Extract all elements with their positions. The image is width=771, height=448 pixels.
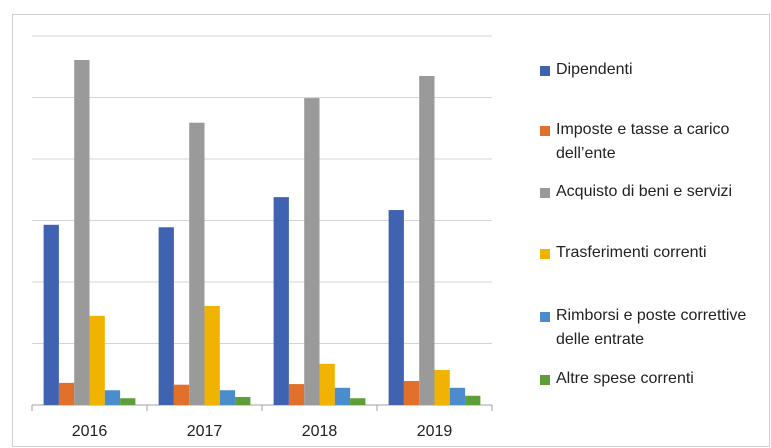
chart-border — [12, 14, 770, 447]
bar — [204, 305, 220, 405]
bar — [319, 363, 335, 405]
bar — [273, 197, 289, 405]
legend-swatch — [540, 312, 550, 322]
bar — [74, 59, 90, 406]
legend-label: Rimborsi e poste correttive delle entrat… — [556, 307, 747, 348]
legend-swatch — [540, 126, 550, 136]
x-tick-label: 2016 — [72, 423, 108, 440]
bar — [219, 390, 236, 405]
bar — [449, 387, 466, 405]
x-tick-label: 2017 — [187, 423, 223, 440]
legend-swatch — [540, 375, 550, 385]
bar — [158, 227, 174, 405]
bar — [173, 384, 190, 405]
bar — [104, 390, 121, 405]
x-tick-label: 2018 — [302, 423, 338, 440]
legend-swatch — [540, 188, 550, 198]
x-tick-label: 2019 — [417, 423, 453, 440]
legend-label: Dipendenti — [556, 61, 633, 78]
bar — [235, 397, 251, 405]
bar — [120, 398, 136, 405]
bar — [304, 98, 320, 406]
legend-swatch — [540, 249, 550, 259]
bar — [465, 395, 481, 405]
bar — [189, 122, 205, 405]
bar — [403, 381, 420, 405]
legend-label: Imposte e tasse a carico dell’ente — [556, 121, 730, 162]
legend-label: Trasferimenti correnti — [556, 244, 707, 261]
legend-swatch — [540, 66, 550, 76]
legend-label: Acquisto di beni e servizi — [556, 183, 733, 200]
bar — [434, 369, 450, 405]
legend-label: Altre spese correnti — [556, 370, 694, 387]
bar — [388, 210, 404, 405]
bar — [58, 382, 75, 405]
bar — [419, 75, 435, 405]
bar — [43, 224, 59, 405]
bar — [89, 315, 105, 405]
bar — [288, 384, 305, 405]
bar — [334, 387, 351, 405]
bar — [350, 398, 366, 405]
